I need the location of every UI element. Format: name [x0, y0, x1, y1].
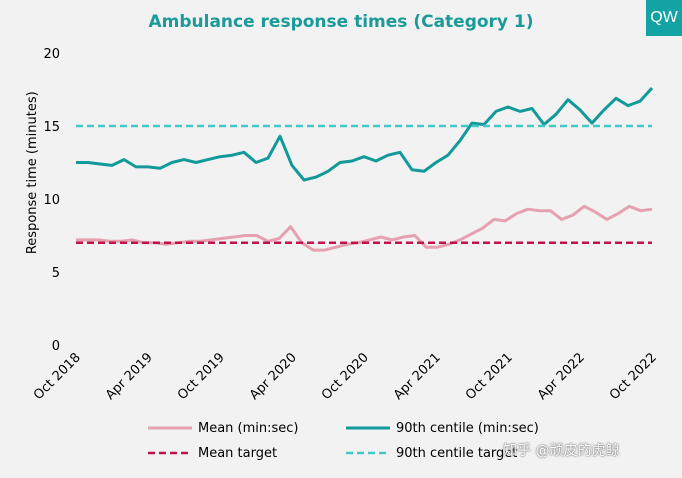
legend-label-3: 90th centile target: [396, 446, 517, 461]
chart-title: Ambulance response times (Category 1): [148, 12, 534, 32]
y-tick-label: 5: [52, 266, 60, 281]
qw-logo: QW: [646, 0, 682, 36]
series-line-1: [76, 86, 654, 182]
x-tick-label: Apr 2020: [247, 350, 300, 403]
series-layer: [76, 86, 654, 252]
x-tick-label: Oct 2018: [31, 350, 84, 403]
y-tick-label: 0: [52, 339, 60, 354]
legend-label-2: Mean target: [198, 446, 277, 461]
x-tick-label: Apr 2021: [391, 350, 444, 403]
x-tick-label: Oct 2022: [607, 350, 660, 403]
x-tick-label: Oct 2021: [463, 350, 516, 403]
y-tick-label: 20: [43, 47, 60, 62]
legend-label-0: Mean (min:sec): [198, 421, 299, 436]
x-tick-label: Apr 2019: [103, 350, 156, 403]
x-tick-label: Oct 2019: [175, 350, 228, 403]
y-tick-label: 10: [43, 193, 60, 208]
axis-layer: 0 5 10 15 20 Response time (minutes) Oct 2018 A…: [25, 47, 660, 403]
x-tick-label: Oct 2020: [319, 350, 372, 403]
series-line-0: [76, 204, 653, 252]
x-tick-label: Apr 2022: [535, 350, 588, 403]
legend-label-1: 90th centile (min:sec): [396, 421, 539, 436]
y-tick-label: 15: [43, 120, 60, 135]
watermark-text: 知乎 @顽皮的虎鲸: [503, 443, 620, 459]
legend-layer: Mean (min:sec) 90th centile (min:sec) Mean…: [148, 421, 539, 461]
y-axis-label: Response time (minutes): [25, 91, 40, 254]
